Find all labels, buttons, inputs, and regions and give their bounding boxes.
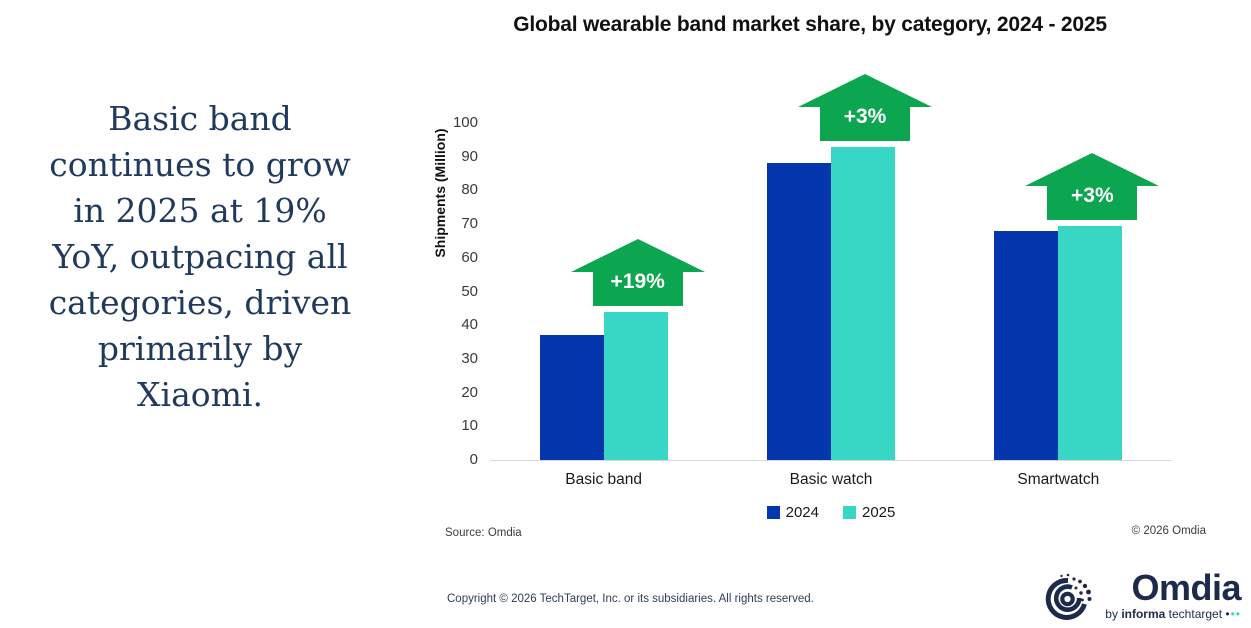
y-tick-50: 50 [461,282,478,300]
omdia-logo-icon [1046,573,1092,620]
bar-2025-basic-band [603,311,668,460]
x-axis-baseline [490,460,1172,461]
x-label-basic-band: Basic band [565,471,642,488]
omdia-logo-text: Omdia by informa techtarget ••• [1105,567,1241,622]
growth-arrow-smartwatch: +3% [1025,152,1160,220]
legend-label-2025: 2025 [862,504,896,521]
growth-label-basic-watch: +3% [843,104,887,128]
up-arrow-icon [1025,152,1160,220]
bar-2025-smartwatch [1058,225,1123,460]
y-tick-100: 100 [452,114,478,131]
tagline-by: by [1105,607,1118,621]
x-label-basic-watch: Basic watch [789,471,873,488]
callout-text: Basic band continues to grow in 2025 at … [48,99,352,414]
tagline-dot-navy: • [1225,607,1231,621]
bar-2025-basic-watch [831,146,895,460]
chart-legend: 2024 2025 [490,504,1172,521]
legend-item-2024: 2024 [766,504,819,521]
y-tick-30: 30 [461,349,478,367]
tagline-dots-teal: •• [1230,607,1241,621]
y-tick-0: 0 [469,451,478,468]
y-tick-90: 90 [461,147,478,165]
legend-swatch-2024 [766,506,780,519]
legend-swatch-2025 [843,506,856,519]
footer-copyright: Copyright © 2026 TechTarget, Inc. or its… [447,593,814,605]
tagline-techtarget: techtarget [1168,607,1223,621]
chart-title: Global wearable band market share, by ca… [513,13,1107,36]
up-arrow-icon [798,73,932,141]
bar-2024-basic-band [539,335,604,460]
bar-2024-basic-watch [767,163,831,460]
y-tick-80: 80 [461,181,478,199]
growth-label-smartwatch: +3% [1071,183,1114,207]
y-tick-60: 60 [461,248,478,266]
y-tick-20: 20 [461,383,478,401]
source-note: Source: Omdia [445,527,522,539]
chart-copyright-note: © 2026 Omdia [1131,525,1206,537]
omdia-logo: Omdia by informa techtarget ••• [1043,567,1241,623]
growth-label-basic-band: +19% [610,269,665,293]
omdia-wordmark: Omdia [1131,567,1241,608]
y-tick-40: 40 [461,316,478,334]
legend-item-2025: 2025 [843,504,895,521]
legend-label-2024: 2024 [785,504,819,521]
up-arrow-icon [570,238,705,306]
y-tick-10: 10 [461,417,478,435]
growth-arrow-basic-watch: +3% [798,73,932,141]
y-tick-70: 70 [461,215,478,233]
bar-2024-smartwatch [994,230,1059,460]
x-label-smartwatch: Smartwatch [1017,471,1100,488]
tagline-informa: informa [1121,607,1166,621]
omdia-tagline: by informa techtarget ••• [1105,607,1241,621]
growth-arrow-basic-band: +19% [570,238,705,306]
